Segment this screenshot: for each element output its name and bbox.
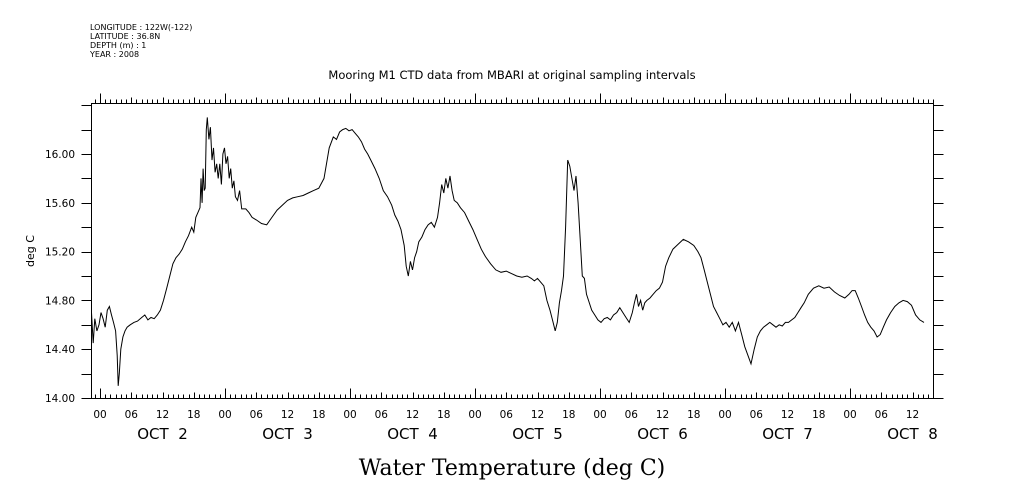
x-tick-label: 18: [562, 409, 575, 421]
x-tick-label: 12: [781, 409, 794, 421]
x-tick-label: 06: [125, 409, 139, 421]
x-tick-label: 18: [812, 409, 825, 421]
y-tick-label: 14.00: [45, 393, 75, 405]
x-tick-label: 12: [281, 409, 294, 421]
axis-ticks: [81, 93, 944, 399]
x-tick-label: 00: [468, 409, 481, 421]
x-day-label: OCT 2: [137, 425, 188, 443]
x-day-labels: OCT 2 OCT 3 OCT 4 OCT 5 OCT 6 OCT 7 OCT 8: [137, 425, 938, 443]
x-day-label: OCT 4: [387, 425, 438, 443]
x-day-label: OCT 7: [762, 425, 813, 443]
y-tick-label: 14.40: [45, 344, 75, 356]
header-latitude: LATITUDE : 36.8N: [90, 32, 160, 41]
x-tick-label: 18: [437, 409, 450, 421]
x-tick-label: 06: [750, 409, 764, 421]
x-tick-label: 06: [625, 409, 639, 421]
x-tick-label: 18: [312, 409, 325, 421]
header-info: LONGITUDE : 122W(-122) LATITUDE : 36.8N …: [89, 23, 192, 59]
x-tick-label: 00: [843, 409, 856, 421]
y-tick-labels: 14.00 14.40 14.80 15.20 15.60 16.00: [45, 149, 75, 405]
x-day-label: OCT 6: [637, 425, 688, 443]
y-axis-label: deg C: [24, 235, 37, 267]
x-tick-label: 18: [687, 409, 700, 421]
x-tick-label: 06: [500, 409, 514, 421]
x-tick-label: 12: [906, 409, 919, 421]
x-tick-label: 06: [375, 409, 389, 421]
y-tick-label: 15.60: [45, 198, 75, 210]
header-year: YEAR : 2008: [89, 50, 139, 59]
series-line-water-temperature: [91, 117, 925, 386]
x-tick-label: 00: [593, 409, 606, 421]
x-tick-label: 00: [218, 409, 231, 421]
x-tick-label: 12: [656, 409, 669, 421]
y-tick-label: 16.00: [45, 149, 75, 161]
x-tick-label: 12: [406, 409, 419, 421]
header-depth: DEPTH (m) : 1: [90, 41, 146, 50]
x-tick-label: 00: [343, 409, 356, 421]
x-tick-label: 12: [156, 409, 169, 421]
x-tick-label: 00: [718, 409, 731, 421]
x-tick-label: 12: [531, 409, 544, 421]
x-tick-label: 06: [875, 409, 889, 421]
x-tick-label: 00: [93, 409, 106, 421]
y-tick-label: 14.80: [45, 295, 75, 307]
chart-title: Mooring M1 CTD data from MBARI at origin…: [328, 68, 695, 82]
x-tick-label: 18: [187, 409, 200, 421]
x-day-label: OCT 8: [887, 425, 938, 443]
x-day-label: OCT 3: [262, 425, 313, 443]
header-longitude: LONGITUDE : 122W(-122): [90, 23, 192, 32]
x-axis-label: Water Temperature (deg C): [359, 456, 666, 481]
y-tick-label: 15.20: [45, 247, 75, 259]
x-tick-labels: 00 06 12 18 00 06 12 18 00 06 12 18 00 06 12 18 00 06 12 18…: [93, 409, 919, 421]
plot-frame: [91, 103, 934, 399]
x-day-label: OCT 5: [512, 425, 563, 443]
x-tick-label: 06: [250, 409, 264, 421]
